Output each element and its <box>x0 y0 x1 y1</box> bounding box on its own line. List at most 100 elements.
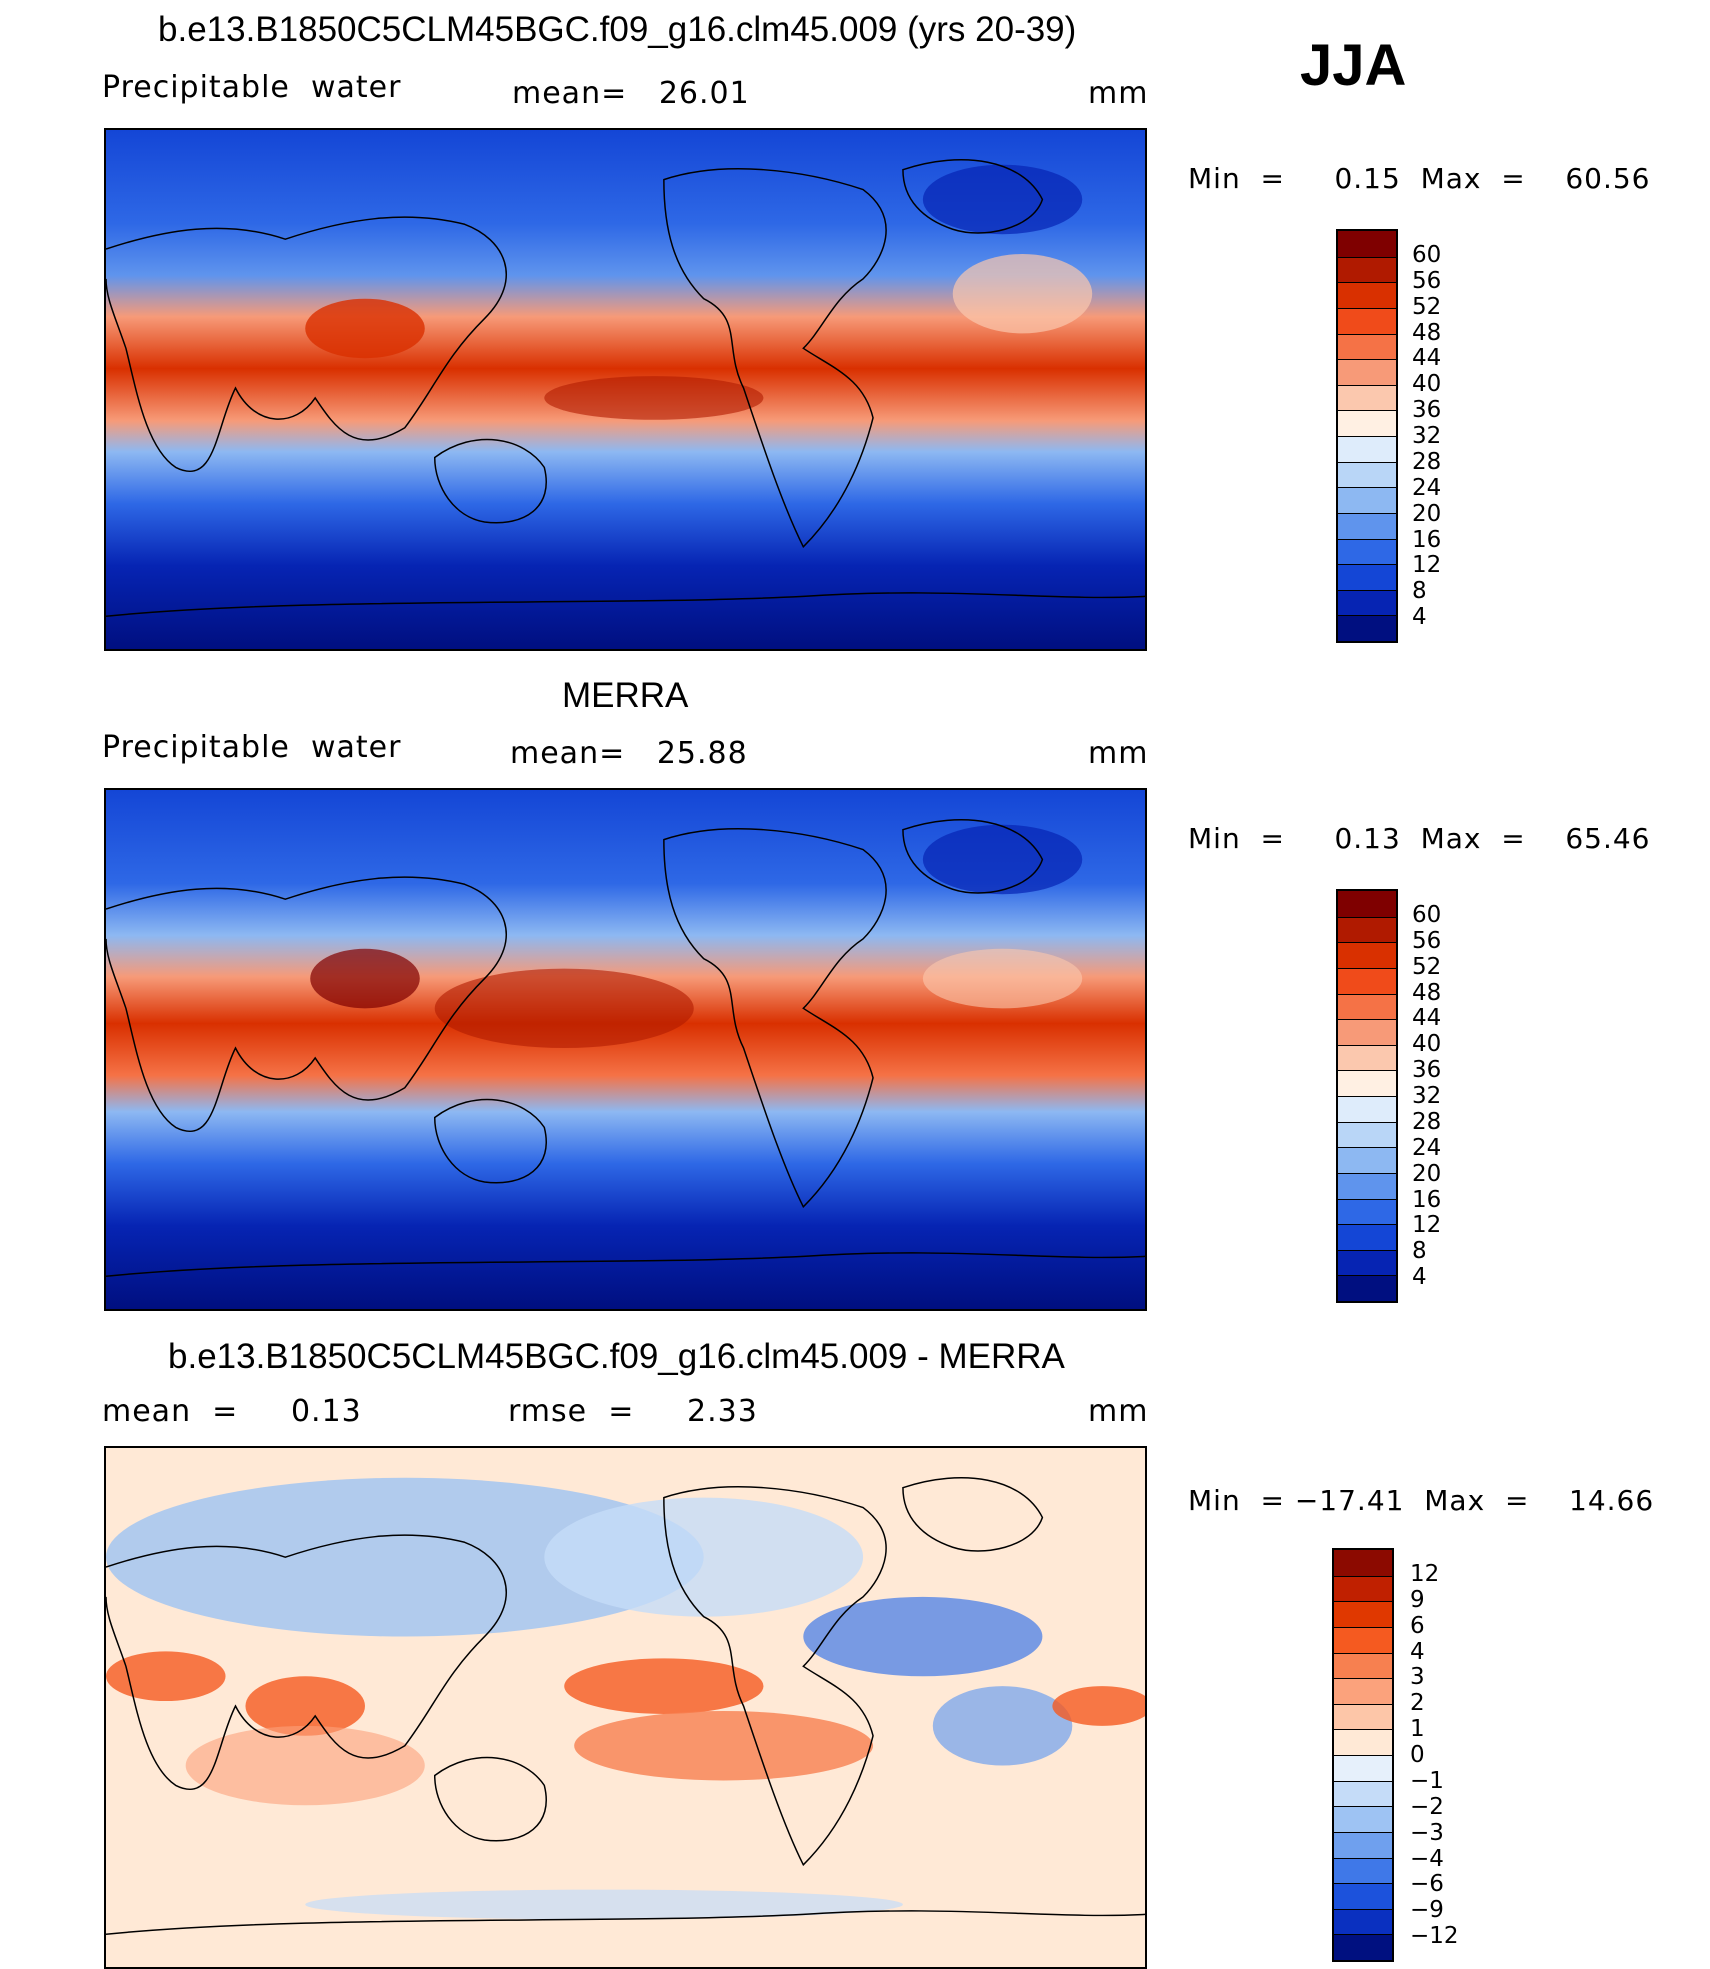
colorbar-tick-label: 36 <box>1412 397 1442 424</box>
panel-1-minmax: Min = 0.15 Max = 60.56 <box>1188 162 1651 195</box>
colorbar-swatch <box>1334 1575 1392 1602</box>
colorbar-tick-label: 60 <box>1412 901 1442 928</box>
colorbar-tick-label: −4 <box>1410 1845 1444 1872</box>
colorbar-swatch <box>1334 1806 1392 1832</box>
colorbar-tick-label: 36 <box>1412 1057 1442 1084</box>
colorbar-swatch <box>1334 1934 1392 1960</box>
panel-2-units-label: mm <box>1088 736 1149 771</box>
panel-1-colorbar <box>1336 229 1398 643</box>
colorbar-tick-label: 8 <box>1412 578 1427 605</box>
panel-2-title: MERRA <box>562 676 689 715</box>
colorbar-tick-label: 60 <box>1412 241 1442 268</box>
colorbar-tick-label: −2 <box>1410 1793 1444 1820</box>
panel-3-title: b.e13.B1850C5CLM45BGC.f09_g16.clm45.009 … <box>168 1337 1065 1376</box>
colorbar-swatch <box>1334 1626 1392 1653</box>
colorbar-tick-label: 2 <box>1410 1690 1425 1717</box>
colorbar-swatch <box>1334 1550 1392 1576</box>
panel-3-rmse-label: rmse = 2.33 <box>508 1394 758 1429</box>
colorbar-swatch <box>1334 1703 1392 1730</box>
colorbar-swatch <box>1338 967 1396 994</box>
colorbar-swatch <box>1338 615 1396 641</box>
panel-3-field <box>106 1448 1145 1967</box>
colorbar-tick-label: 56 <box>1412 267 1442 294</box>
colorbar-swatch <box>1334 1908 1392 1935</box>
colorbar-tick-label: −12 <box>1410 1923 1459 1950</box>
colorbar-tick-label: 16 <box>1412 1186 1442 1213</box>
panel-3-colorbar <box>1332 1548 1394 1962</box>
colorbar-swatch <box>1334 1780 1392 1807</box>
colorbar-tick-label: −3 <box>1410 1819 1444 1846</box>
colorbar-tick-label: 24 <box>1412 474 1442 501</box>
colorbar-tick-label: 28 <box>1412 448 1442 475</box>
colorbar-swatch <box>1338 461 1396 488</box>
colorbar-swatch <box>1338 512 1396 539</box>
colorbar-tick-label: 44 <box>1412 345 1442 372</box>
panel-2-colorbar <box>1336 889 1398 1303</box>
season-label: JJA <box>1300 33 1407 98</box>
colorbar-tick-label: 44 <box>1412 1005 1442 1032</box>
colorbar-swatch <box>1338 231 1396 257</box>
colorbar-tick-label: 12 <box>1410 1560 1440 1587</box>
colorbar-swatch <box>1338 993 1396 1020</box>
colorbar-tick-label: 1 <box>1410 1716 1425 1743</box>
colorbar-swatch <box>1334 1678 1392 1704</box>
colorbar-swatch <box>1338 1172 1396 1199</box>
panel-3-mean-label: mean = 0.13 <box>102 1394 362 1429</box>
panel-1-mean-label: mean= 26.01 <box>512 76 750 111</box>
colorbar-tick-label: 20 <box>1412 500 1442 527</box>
colorbar-tick-label: 48 <box>1412 979 1442 1006</box>
colorbar-swatch <box>1334 1755 1392 1781</box>
colorbar-swatch <box>1338 564 1396 590</box>
colorbar-swatch <box>1338 891 1396 917</box>
colorbar-swatch <box>1338 1224 1396 1250</box>
colorbar-tick-label: 48 <box>1412 319 1442 346</box>
colorbar-swatch <box>1338 282 1396 308</box>
colorbar-swatch <box>1338 333 1396 360</box>
colorbar-tick-label: 32 <box>1412 423 1442 449</box>
colorbar-tick-label: 16 <box>1412 526 1442 553</box>
colorbar-swatch <box>1338 1198 1396 1225</box>
colorbar-swatch <box>1338 359 1396 385</box>
colorbar-tick-label: −9 <box>1410 1897 1444 1924</box>
colorbar-tick-label: −6 <box>1410 1871 1444 1898</box>
colorbar-tick-label: 56 <box>1412 927 1442 954</box>
colorbar-swatch <box>1338 1249 1396 1276</box>
colorbar-swatch <box>1334 1857 1392 1884</box>
colorbar-swatch <box>1334 1729 1392 1755</box>
colorbar-swatch <box>1338 487 1396 513</box>
colorbar-tick-label: −1 <box>1410 1767 1444 1794</box>
colorbar-swatch <box>1338 1275 1396 1301</box>
colorbar-swatch <box>1338 1044 1396 1071</box>
colorbar-swatch <box>1338 916 1396 943</box>
colorbar-swatch <box>1334 1652 1392 1679</box>
colorbar-tick-label: 4 <box>1412 604 1427 631</box>
panel-1-title: b.e13.B1850C5CLM45BGC.f09_g16.clm45.009 … <box>158 10 1077 49</box>
colorbar-tick-label: 20 <box>1412 1160 1442 1187</box>
colorbar-tick-label: 6 <box>1410 1612 1425 1639</box>
panel-2-mean-label: mean= 25.88 <box>510 736 748 771</box>
colorbar-swatch <box>1338 942 1396 968</box>
panel-2-variable-label: Precipitable water <box>102 730 402 765</box>
colorbar-tick-label: 9 <box>1410 1586 1425 1613</box>
panel-2-field <box>106 790 1145 1309</box>
panel-2-minmax: Min = 0.13 Max = 65.46 <box>1188 822 1651 855</box>
colorbar-tick-label: 0 <box>1410 1742 1425 1768</box>
colorbar-swatch <box>1338 1019 1396 1045</box>
colorbar-swatch <box>1338 307 1396 334</box>
colorbar-swatch <box>1338 589 1396 616</box>
colorbar-tick-label: 40 <box>1412 371 1442 398</box>
panel-3-units-label: mm <box>1088 1394 1149 1429</box>
panel-1-units-label: mm <box>1088 76 1149 111</box>
colorbar-tick-label: 24 <box>1412 1134 1442 1161</box>
colorbar-swatch <box>1334 1601 1392 1627</box>
colorbar-swatch <box>1338 538 1396 565</box>
colorbar-swatch <box>1338 1070 1396 1096</box>
colorbar-tick-label: 40 <box>1412 1031 1442 1058</box>
colorbar-tick-label: 3 <box>1410 1664 1425 1691</box>
colorbar-tick-label: 52 <box>1412 293 1442 320</box>
colorbar-tick-label: 28 <box>1412 1108 1442 1135</box>
colorbar-swatch <box>1338 1147 1396 1173</box>
colorbar-swatch <box>1338 436 1396 462</box>
panel-1-map <box>104 128 1147 651</box>
panel-3-map <box>104 1446 1147 1969</box>
